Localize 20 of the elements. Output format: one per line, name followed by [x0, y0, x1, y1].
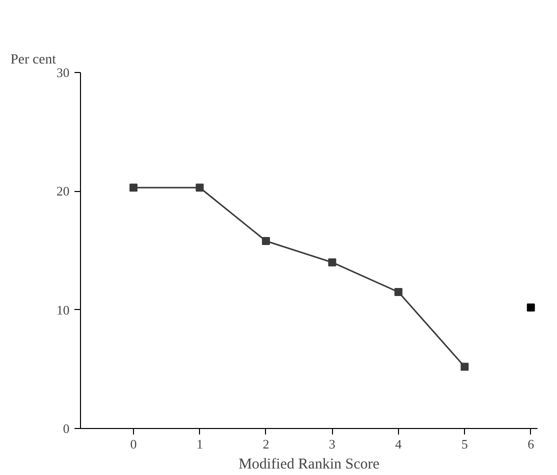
y-tick-label: 30 — [56, 65, 70, 80]
x-axis-title: Modified Rankin Score — [238, 456, 380, 472]
point — [129, 184, 138, 192]
x-tick-label: 3 — [328, 436, 336, 452]
point — [262, 237, 270, 246]
point — [196, 184, 204, 192]
y-tick-label: 10 — [56, 302, 70, 318]
x-tick-label: 0 — [130, 436, 137, 452]
y-tick-label: 0 — [63, 421, 70, 436]
point — [526, 303, 535, 312]
point — [328, 258, 336, 266]
x-tick-label: 2 — [262, 436, 270, 452]
x-tick-label: 6 — [528, 436, 535, 452]
y-tick-label: 20 — [56, 184, 70, 199]
x-tick-label: 1 — [196, 436, 203, 452]
y-axis-title: Per cent — [10, 52, 56, 68]
x-tick-label: 4 — [395, 436, 402, 452]
point — [460, 362, 469, 371]
point — [394, 288, 402, 296]
x-tick-label: 5 — [461, 436, 468, 452]
